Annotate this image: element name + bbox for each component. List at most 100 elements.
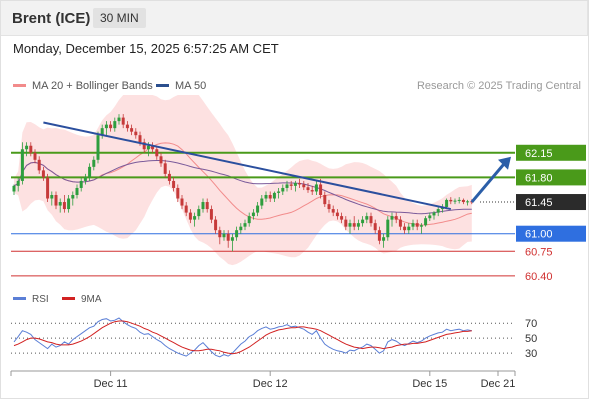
candlesticks bbox=[12, 114, 474, 252]
candle-body bbox=[214, 219, 218, 231]
candle-body bbox=[197, 209, 201, 217]
candle-body bbox=[12, 185, 16, 192]
datetime-label: Monday, December 15, 2025 6:57:25 AM CET bbox=[13, 41, 279, 56]
candle-body bbox=[201, 202, 205, 210]
candle-body bbox=[243, 223, 247, 227]
candle-body bbox=[142, 142, 146, 150]
candle-body bbox=[151, 145, 155, 150]
candle-body bbox=[453, 200, 457, 202]
candle-body bbox=[344, 219, 348, 227]
candle-body bbox=[327, 204, 331, 210]
legend-9ma: 9MA bbox=[62, 294, 102, 305]
candle-body bbox=[92, 159, 96, 167]
candle-body bbox=[176, 187, 180, 199]
candle-body bbox=[407, 226, 411, 231]
candle-body bbox=[88, 166, 92, 178]
candle-body bbox=[50, 195, 54, 199]
candle-body bbox=[432, 212, 436, 216]
candle-body bbox=[419, 225, 423, 227]
candle-body bbox=[331, 209, 335, 213]
legend-ma20: MA 20 + Bollinger Bands bbox=[13, 80, 153, 92]
candle-body bbox=[205, 202, 209, 210]
candle-body bbox=[281, 187, 285, 192]
candle-body bbox=[163, 163, 167, 174]
candle-body bbox=[449, 199, 453, 202]
candle-body bbox=[29, 145, 33, 153]
candle-body bbox=[436, 209, 440, 213]
time-axis-label: Dec 21 bbox=[481, 378, 516, 390]
level-label: 60.75 bbox=[525, 246, 553, 258]
candle-body bbox=[134, 131, 138, 136]
legend-ma50: MA 50 bbox=[156, 80, 206, 92]
candle-body bbox=[37, 159, 41, 171]
candle-body bbox=[230, 237, 234, 241]
candle-body bbox=[415, 223, 419, 227]
rsi-level-label: 50 bbox=[525, 333, 537, 345]
legend-9ma-label: 9MA bbox=[81, 294, 102, 305]
level-label-box bbox=[516, 194, 586, 211]
candle-body bbox=[256, 205, 260, 213]
candle-body bbox=[461, 199, 465, 203]
candle-body bbox=[172, 180, 176, 188]
candle-body bbox=[277, 191, 281, 193]
timeframe-badge[interactable]: 30 MIN bbox=[93, 8, 146, 28]
candle-body bbox=[428, 215, 432, 219]
candle-body bbox=[352, 223, 356, 227]
level-label-box bbox=[516, 225, 586, 242]
candle-body bbox=[41, 170, 45, 178]
candle-body bbox=[96, 135, 100, 160]
candle-body bbox=[373, 223, 377, 231]
level-label: 60.40 bbox=[525, 271, 553, 283]
candle-body bbox=[75, 187, 79, 195]
candle-body bbox=[314, 184, 318, 192]
candle-body bbox=[218, 230, 222, 238]
forecast-arrow-shaft bbox=[470, 161, 507, 204]
candle-body bbox=[180, 198, 184, 206]
forecast-arrow-head bbox=[498, 156, 511, 170]
candle-body bbox=[155, 149, 159, 157]
candle-body bbox=[138, 135, 142, 143]
candle-body bbox=[113, 121, 117, 129]
candle-body bbox=[319, 184, 323, 195]
candle-body bbox=[46, 177, 50, 199]
candle-body bbox=[466, 201, 470, 203]
candle-body bbox=[188, 212, 192, 220]
rsi-level-label: 70 bbox=[525, 318, 537, 330]
candle-body bbox=[79, 180, 83, 188]
candle-body bbox=[167, 173, 171, 181]
chart-header: Brent (ICE) 30 MIN bbox=[0, 0, 588, 36]
rsi-series-rsi bbox=[13, 317, 472, 358]
level-label: 61.00 bbox=[525, 229, 553, 241]
legend-rsi: RSI bbox=[13, 294, 49, 305]
level-label: 62.15 bbox=[525, 148, 553, 160]
candle-body bbox=[289, 184, 293, 186]
candle-body bbox=[20, 149, 24, 181]
candle-body bbox=[323, 195, 327, 205]
level-label: 61.45 bbox=[525, 197, 553, 209]
candle-body bbox=[226, 233, 230, 241]
legend-rsi-label: RSI bbox=[32, 294, 49, 305]
candle-body bbox=[125, 124, 129, 129]
ma9-swatch bbox=[62, 296, 75, 300]
ma50-line bbox=[13, 160, 472, 215]
candle-body bbox=[109, 124, 113, 129]
candle-body bbox=[302, 184, 306, 188]
candle-body bbox=[403, 226, 407, 231]
candle-body bbox=[260, 198, 264, 206]
rsi-series-9ma bbox=[13, 320, 472, 355]
level-labels: 62.15 61.80 61.45 61.00 60.75 60.40 bbox=[516, 144, 586, 283]
candle-body bbox=[390, 216, 394, 220]
rsi-level-label: 30 bbox=[525, 348, 537, 360]
time-axis-label: Dec 12 bbox=[253, 378, 288, 390]
ma20-swatch bbox=[13, 83, 26, 87]
candle-body bbox=[310, 190, 314, 192]
level-label-box bbox=[516, 144, 586, 161]
candle-body bbox=[268, 195, 272, 199]
candle-body bbox=[356, 223, 360, 227]
level-label: 61.80 bbox=[525, 172, 553, 184]
candle-body bbox=[298, 183, 302, 185]
candle-body bbox=[33, 152, 37, 160]
candle-body bbox=[235, 230, 239, 238]
